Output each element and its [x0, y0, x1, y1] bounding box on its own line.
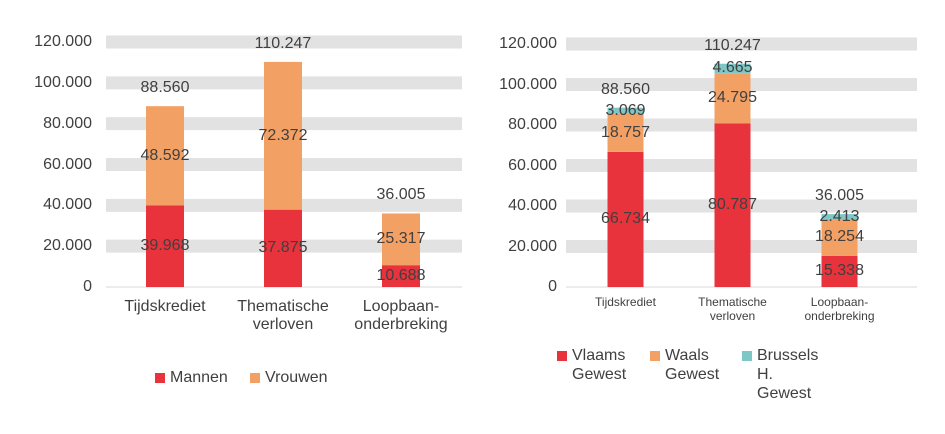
- x-tick-label: Tijdskrediet: [595, 295, 656, 309]
- legend-swatch: [742, 351, 752, 361]
- data-label: 25.317: [376, 230, 426, 248]
- legend-label: Brussels H. Gewest: [757, 347, 819, 403]
- legend-item: Waals Gewest: [650, 346, 738, 384]
- legend-label: Vlaams Gewest: [572, 347, 627, 384]
- data-label: 39.968: [140, 236, 190, 254]
- data-label: 2.413: [819, 207, 860, 225]
- bar-segment: [607, 151, 644, 287]
- legend-label: Waals Gewest: [665, 347, 720, 384]
- y-tick-label: 80.000: [43, 114, 92, 132]
- legend-item: Vlaams Gewest: [557, 346, 645, 384]
- x-tick-label: Loopbaan-onderbreking: [354, 298, 448, 334]
- total-label: 110.247: [704, 36, 761, 54]
- y-tick-label: 20.000: [508, 237, 557, 255]
- bar-segment: [607, 113, 644, 152]
- data-label: 72.372: [258, 126, 308, 144]
- bar-segment: [821, 218, 858, 256]
- legend-label: Vrouwen: [265, 369, 328, 386]
- bar-segment: [264, 209, 302, 287]
- data-label: 24.795: [708, 89, 757, 107]
- legend-swatch: [250, 373, 260, 383]
- y-tick-label: 120.000: [34, 32, 92, 50]
- legend-label: Mannen: [170, 369, 228, 386]
- y-tick-label: 20.000: [43, 236, 92, 254]
- data-label: 18.757: [601, 123, 650, 141]
- x-tick-label: Thematische verloven: [698, 295, 767, 323]
- y-tick-label: 80.000: [508, 115, 557, 133]
- bar-segment: [146, 106, 184, 206]
- data-label: 66.734: [601, 210, 650, 228]
- y-tick-label: 60.000: [43, 155, 92, 173]
- x-tick-label: Thematische verloven: [237, 298, 329, 334]
- legend-swatch: [557, 351, 567, 361]
- bar-segment: [146, 205, 184, 287]
- bar-segment: [821, 255, 858, 287]
- data-label: 48.592: [140, 146, 190, 164]
- bar-segment: [264, 61, 302, 210]
- x-tick-label: Tijdskrediet: [124, 298, 206, 315]
- total-label: 88.560: [601, 80, 650, 98]
- legend-swatch: [155, 373, 165, 383]
- bar-segment: [382, 265, 420, 287]
- data-label: 4.665: [712, 59, 753, 77]
- x-tick-label: Loopbaan-onderbreking: [804, 295, 875, 323]
- y-tick-label: 40.000: [43, 196, 92, 214]
- total-label: 36.005: [815, 186, 864, 204]
- legend-item: Mannen: [155, 368, 245, 387]
- legend-item: Brussels H. Gewest: [742, 346, 830, 404]
- legend-item: Vrouwen: [250, 368, 340, 387]
- bar-segment: [714, 73, 751, 124]
- legend-swatch: [650, 351, 660, 361]
- y-tick-label: 120.000: [499, 34, 557, 52]
- data-label: 80.787: [708, 196, 757, 214]
- bar-segment: [821, 214, 858, 219]
- total-label: 110.247: [254, 34, 312, 52]
- y-tick-label: 60.000: [508, 156, 557, 174]
- data-label: 10.688: [376, 266, 426, 284]
- data-label: 15.338: [815, 262, 864, 280]
- bar-segment: [714, 63, 751, 74]
- data-label: 3.069: [605, 101, 646, 119]
- y-tick-label: 40.000: [508, 196, 557, 214]
- total-label: 88.560: [140, 78, 190, 96]
- bar-segment: [382, 213, 420, 266]
- y-tick-label: 100.000: [499, 75, 557, 93]
- bar-segment: [714, 123, 751, 287]
- data-label: 18.254: [815, 228, 864, 246]
- data-label: 37.875: [258, 239, 308, 257]
- total-label: 36.005: [376, 186, 426, 204]
- y-tick-label: 0: [548, 277, 557, 295]
- y-tick-label: 100.000: [34, 73, 92, 91]
- bar-segment: [607, 107, 644, 114]
- y-tick-label: 0: [83, 277, 92, 295]
